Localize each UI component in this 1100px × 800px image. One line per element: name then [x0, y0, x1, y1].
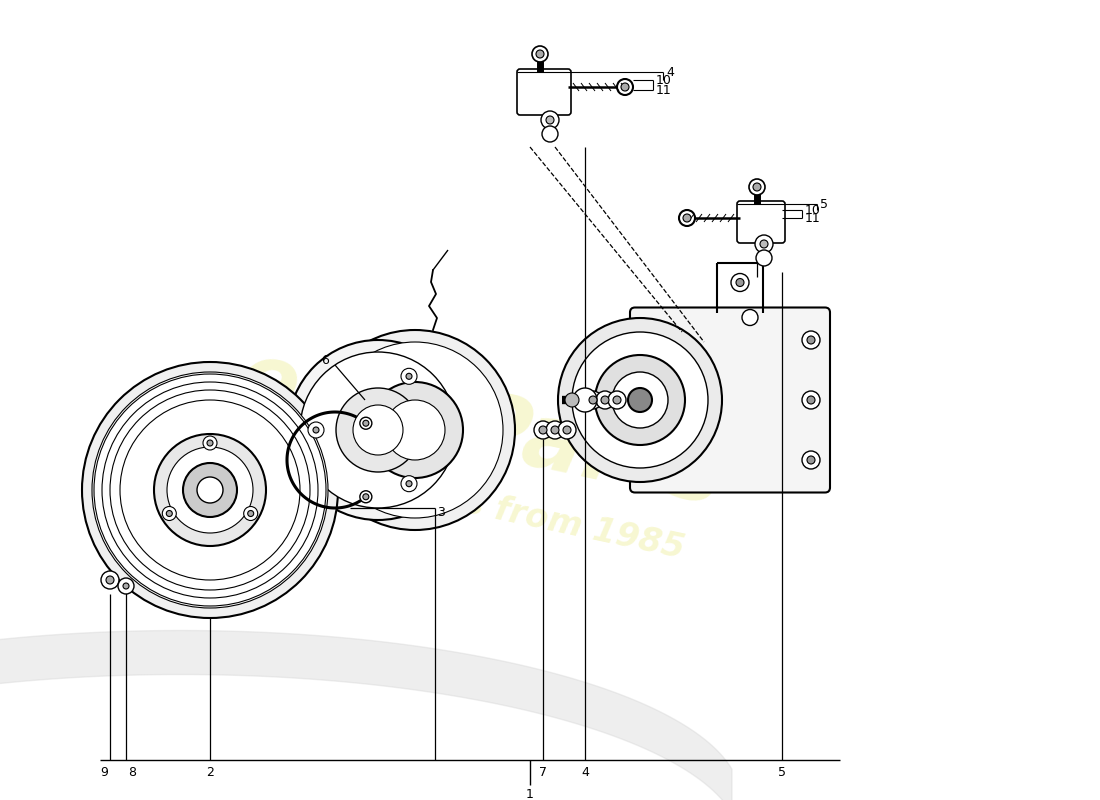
Circle shape — [546, 116, 554, 124]
Circle shape — [732, 274, 749, 291]
Circle shape — [385, 400, 446, 460]
Circle shape — [584, 391, 602, 409]
Text: 8: 8 — [128, 766, 136, 778]
Text: 6: 6 — [321, 354, 329, 366]
Circle shape — [183, 463, 236, 517]
Circle shape — [736, 278, 744, 286]
Circle shape — [244, 506, 257, 521]
Circle shape — [532, 46, 548, 62]
Circle shape — [807, 396, 815, 404]
Circle shape — [572, 332, 708, 468]
Text: 4: 4 — [581, 766, 589, 778]
FancyBboxPatch shape — [737, 201, 785, 243]
Circle shape — [621, 83, 629, 91]
Circle shape — [363, 494, 368, 500]
Circle shape — [595, 355, 685, 445]
Text: 3: 3 — [437, 506, 444, 518]
Circle shape — [248, 510, 254, 517]
Circle shape — [367, 382, 463, 478]
Circle shape — [402, 476, 417, 492]
Circle shape — [628, 388, 652, 412]
Circle shape — [742, 310, 758, 326]
Circle shape — [546, 421, 564, 439]
Circle shape — [536, 50, 544, 58]
Text: 9: 9 — [100, 766, 108, 778]
Circle shape — [163, 506, 176, 521]
Circle shape — [92, 372, 328, 608]
Text: 4: 4 — [666, 66, 674, 78]
Circle shape — [167, 447, 253, 533]
Circle shape — [353, 405, 403, 455]
Circle shape — [807, 336, 815, 344]
Circle shape — [336, 388, 420, 472]
Circle shape — [314, 427, 319, 433]
Circle shape — [363, 420, 368, 426]
Circle shape — [749, 179, 764, 195]
Text: euroParts: euroParts — [229, 335, 732, 525]
Text: 11: 11 — [656, 83, 672, 97]
Circle shape — [360, 418, 372, 430]
Circle shape — [683, 214, 691, 222]
Circle shape — [617, 79, 632, 95]
Circle shape — [754, 183, 761, 191]
Circle shape — [601, 396, 609, 404]
Circle shape — [406, 374, 412, 379]
Circle shape — [123, 583, 129, 589]
Text: 5: 5 — [820, 198, 828, 210]
Text: 2: 2 — [206, 766, 213, 778]
Text: 5: 5 — [778, 766, 786, 778]
Circle shape — [82, 362, 338, 618]
FancyBboxPatch shape — [630, 307, 830, 493]
Circle shape — [288, 340, 468, 520]
Circle shape — [565, 393, 579, 407]
Circle shape — [360, 490, 372, 502]
Circle shape — [755, 235, 773, 253]
Circle shape — [204, 436, 217, 450]
Text: era parts from 1985: era parts from 1985 — [312, 454, 688, 566]
Text: 7: 7 — [539, 766, 547, 778]
Circle shape — [613, 396, 621, 404]
Text: 10: 10 — [805, 203, 821, 217]
Circle shape — [588, 396, 597, 404]
Circle shape — [542, 126, 558, 142]
Circle shape — [534, 421, 552, 439]
Circle shape — [573, 388, 597, 412]
Circle shape — [756, 250, 772, 266]
Text: 1: 1 — [526, 789, 534, 800]
Circle shape — [154, 434, 266, 546]
Circle shape — [558, 421, 576, 439]
Circle shape — [327, 342, 503, 518]
Circle shape — [760, 240, 768, 248]
Circle shape — [101, 571, 119, 589]
Circle shape — [166, 510, 173, 517]
Circle shape — [802, 331, 820, 349]
Circle shape — [118, 578, 134, 594]
Circle shape — [807, 456, 815, 464]
Circle shape — [679, 210, 695, 226]
Circle shape — [612, 372, 668, 428]
Circle shape — [300, 352, 456, 508]
Circle shape — [541, 111, 559, 129]
Circle shape — [563, 426, 571, 434]
Circle shape — [406, 481, 412, 486]
Circle shape — [551, 426, 559, 434]
FancyBboxPatch shape — [517, 69, 571, 115]
Circle shape — [558, 318, 722, 482]
Circle shape — [106, 576, 114, 584]
Circle shape — [308, 422, 324, 438]
Circle shape — [197, 477, 223, 503]
Circle shape — [608, 391, 626, 409]
Circle shape — [596, 391, 614, 409]
Circle shape — [402, 368, 417, 384]
Text: 11: 11 — [805, 211, 821, 225]
Circle shape — [207, 440, 213, 446]
Circle shape — [539, 426, 547, 434]
Circle shape — [802, 451, 820, 469]
Text: 10: 10 — [656, 74, 672, 86]
Circle shape — [802, 391, 820, 409]
Circle shape — [315, 330, 515, 530]
